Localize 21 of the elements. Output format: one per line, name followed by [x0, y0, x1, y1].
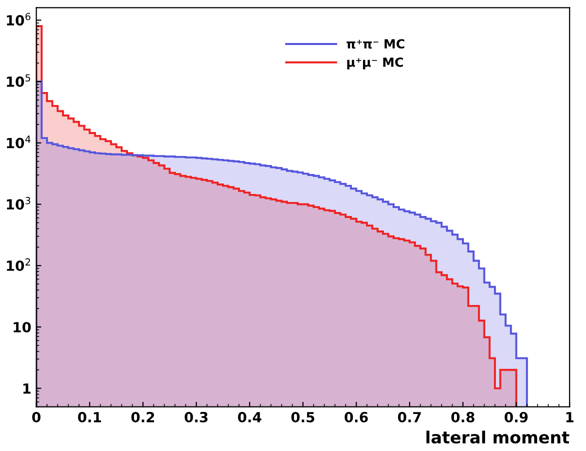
x-tick-label: 0.4: [238, 412, 262, 422]
x-tick-label: 0.3: [184, 412, 208, 422]
y-tick-label: 10$^{5}$: [6, 74, 30, 87]
y-tick-label: 10$^{2}$: [6, 258, 30, 271]
x-tick-label: 0.9: [504, 412, 528, 422]
x-tick-label: 0.7: [398, 412, 421, 422]
x-tick-label: 0.8: [451, 412, 474, 422]
y-tick-label: 10$^{3}$: [6, 196, 30, 210]
x-tick-label: 0.5: [291, 412, 314, 422]
x-tick-label: 0.6: [344, 412, 368, 422]
x-tick-label: 0: [32, 412, 40, 422]
x-axis-title: lateral moment: [426, 430, 570, 444]
y-tick-label: 10$^{6}$: [6, 12, 30, 26]
x-tick-label: 0.2: [131, 412, 154, 422]
y-tick-label: 10: [14, 322, 31, 332]
x-tick-label: 0.1: [78, 412, 102, 422]
x-tick-label: 1: [566, 412, 574, 422]
legend-label: μ⁺μ⁻ MC: [347, 57, 403, 70]
y-tick-label: 10$^{4}$: [6, 136, 30, 148]
legend-label: π⁺π⁻ MC: [346, 39, 404, 49]
y-tick-label: 1: [23, 383, 31, 394]
